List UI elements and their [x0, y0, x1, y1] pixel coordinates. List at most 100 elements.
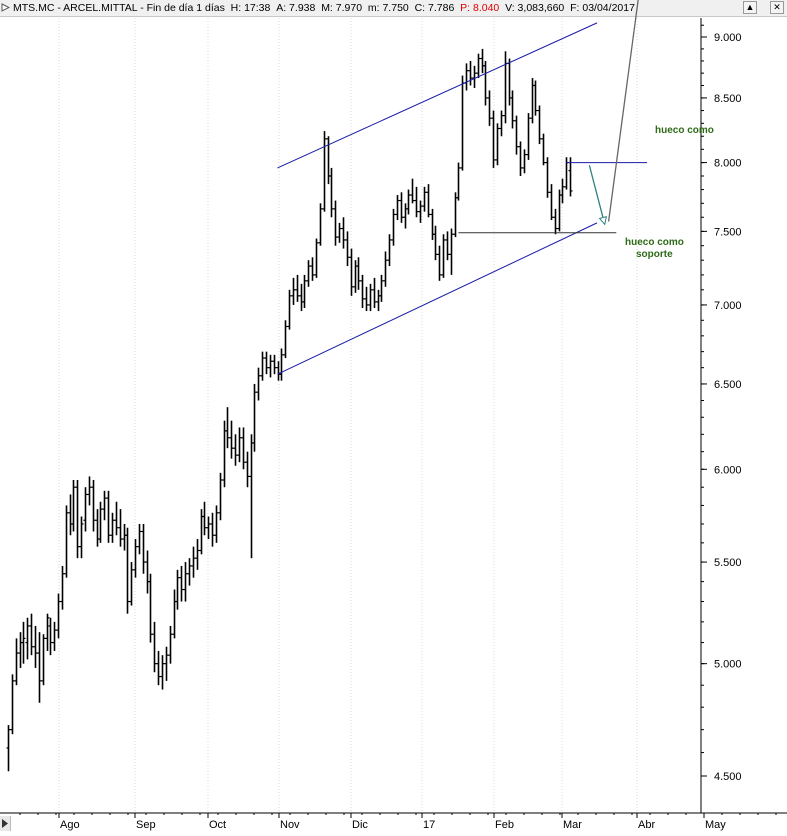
price-bar [56, 593, 61, 639]
trend-lines [277, 0, 648, 375]
high-value: M: 7.970 [321, 2, 363, 14]
y-tick-label: 8.500 [714, 93, 742, 105]
annotation-hueco-resistencia: hueco como [655, 125, 714, 136]
ohlc-bars [6, 48, 573, 772]
price-bar [403, 203, 408, 229]
price-bar [229, 420, 234, 459]
price-bar [71, 480, 76, 532]
price-bar [302, 274, 307, 308]
x-tick-label: Nov [280, 819, 300, 831]
price-bar [249, 434, 254, 559]
price-bar [195, 539, 200, 570]
price-bar [368, 283, 373, 312]
price-bar [79, 516, 84, 559]
price-bar [295, 274, 300, 302]
price-bar [353, 260, 358, 293]
price-bar [491, 110, 496, 168]
price-bar [145, 550, 150, 594]
price-bar [487, 90, 492, 126]
price-bar [68, 494, 73, 536]
price-bar [476, 53, 481, 79]
channel-upper-line [277, 22, 598, 169]
price-bar [391, 208, 396, 246]
y-tick-label: 8.000 [714, 158, 742, 170]
price-bar [129, 562, 134, 606]
horizontal-scroll-button[interactable] [0, 816, 11, 831]
price-bar [291, 277, 296, 305]
price-bar [372, 277, 377, 308]
price-bar [480, 48, 485, 74]
price-bar [206, 516, 211, 540]
price-bar [83, 487, 88, 532]
x-tick-label: Oct [209, 819, 226, 831]
price-bar [25, 617, 30, 660]
price-bar [210, 512, 215, 547]
price-bar [453, 192, 458, 238]
price-bar [406, 189, 411, 215]
price-bar [118, 509, 123, 547]
price-bar [399, 192, 404, 223]
date-value: F: 03/04/2017 [570, 2, 635, 14]
price-bar [218, 472, 223, 521]
close-button[interactable]: ✕ [770, 1, 784, 14]
price-bar [299, 283, 304, 312]
last-price-value: P: 8.040 [460, 2, 500, 14]
price-bar [322, 131, 327, 212]
y-tick-label: 6.000 [714, 464, 742, 476]
price-bar [518, 141, 523, 176]
y-tick-label: 6.500 [714, 379, 742, 391]
price-bar [514, 115, 519, 155]
annotation-hueco-soporte-1: hueco como [625, 237, 684, 248]
price-bar [379, 274, 384, 302]
price-bar [45, 613, 50, 651]
price-bar [18, 632, 23, 668]
x-tick-label: Mar [563, 819, 582, 831]
y-tick-label: 7.000 [714, 300, 742, 312]
price-bar [545, 157, 550, 198]
price-bar [29, 613, 34, 656]
x-tick-label: Dic [352, 819, 368, 831]
y-tick-label: 4.500 [714, 771, 742, 783]
price-bar [526, 113, 531, 160]
price-bar [376, 289, 381, 312]
price-bar [48, 617, 53, 656]
symbol-label: MTS.MC - ARCEL.MITTAL [13, 2, 138, 14]
price-bar [199, 509, 204, 555]
price-bar [41, 634, 46, 686]
price-bar [256, 367, 261, 401]
price-bar [187, 558, 192, 586]
price-bar [98, 501, 103, 543]
price-bar [122, 523, 127, 551]
price-bar [326, 136, 331, 185]
price-bar [252, 383, 257, 452]
price-bar [541, 133, 546, 166]
price-bar [449, 228, 454, 275]
scroll-up-button[interactable]: ▲ [743, 1, 757, 14]
price-bar [37, 632, 42, 703]
price-bar [268, 354, 273, 378]
chart-header-bar: MTS.MC - ARCEL.MITTAL - Fin de día 1 día… [0, 0, 787, 17]
price-bar [102, 490, 107, 521]
chart-settings-icon[interactable] [1, 3, 10, 12]
price-bar [110, 512, 115, 543]
price-bar [530, 78, 535, 124]
price-bar [360, 274, 365, 308]
price-bar [464, 63, 469, 91]
price-bar [306, 260, 311, 287]
price-bar [52, 621, 57, 651]
price-bar [214, 505, 219, 543]
x-tick-label: Sep [136, 819, 156, 831]
price-bar [472, 65, 477, 88]
price-bar [260, 351, 265, 381]
price-bar [468, 60, 473, 86]
price-bar [314, 238, 319, 278]
price-bar [310, 257, 315, 281]
price-bar [364, 286, 369, 312]
open-value: A: 7.938 [276, 2, 316, 14]
price-bar [510, 90, 515, 129]
quote-info: MTS.MC - ARCEL.MITTAL - Fin de día 1 día… [13, 2, 635, 14]
x-tick-label: 17 [423, 819, 435, 831]
price-bar [152, 621, 157, 673]
price-bar [141, 523, 146, 574]
